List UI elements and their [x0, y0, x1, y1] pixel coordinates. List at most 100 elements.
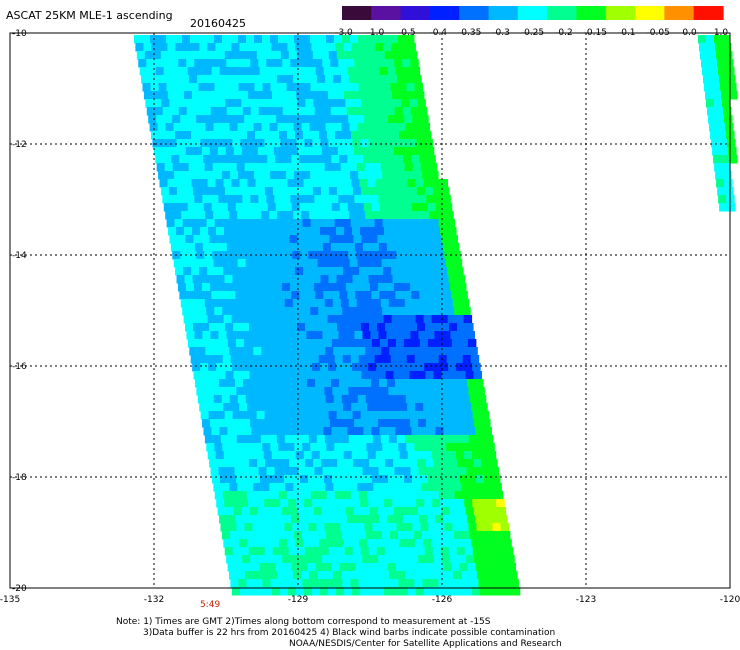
- swath-cell: [210, 419, 219, 428]
- swath-cell: [363, 427, 372, 436]
- swath-cell: [462, 307, 471, 316]
- swath-cell: [372, 435, 382, 444]
- swath-cell: [212, 387, 221, 396]
- swath-cell: [395, 515, 404, 524]
- swath-cell: [283, 155, 292, 164]
- swath-cell: [286, 307, 295, 316]
- swath-cell: [409, 147, 419, 156]
- swath-cell: [359, 179, 369, 188]
- swath-cell: [341, 75, 350, 84]
- swath-cell: [308, 115, 317, 124]
- swath-cell: [464, 363, 473, 372]
- swath-cell: [340, 251, 349, 260]
- swath-cell: [272, 187, 282, 196]
- swath-cell: [316, 523, 325, 532]
- latitude-tick-label: -20: [12, 584, 27, 594]
- swath-cell: [371, 339, 381, 348]
- swath-cell: [254, 83, 264, 92]
- swath-cell: [268, 435, 278, 444]
- swath-cell: [429, 531, 439, 540]
- swath-cell: [458, 467, 468, 476]
- swath-cell: [392, 51, 402, 60]
- swath-cell: [298, 243, 308, 252]
- swath-cell: [296, 499, 305, 508]
- swath-cell: [715, 107, 724, 116]
- swath-cell: [378, 243, 388, 252]
- swath-cell: [226, 59, 235, 68]
- latitude-tick-label: -16: [12, 362, 27, 372]
- swath-cell: [192, 227, 201, 236]
- swath-cell: [243, 475, 253, 484]
- swath-cell: [494, 491, 504, 500]
- swath-cell: [358, 171, 367, 180]
- swath-cell: [213, 259, 223, 268]
- swath-cell: [396, 571, 406, 580]
- swath-cell: [396, 115, 405, 124]
- swath-cell: [430, 171, 439, 180]
- swath-cell: [466, 419, 475, 428]
- swath-cell: [146, 59, 155, 68]
- swath-cell: [232, 227, 241, 236]
- swath-cell: [321, 323, 330, 332]
- swath-cell: [384, 363, 393, 372]
- swath-cell: [351, 43, 360, 52]
- swath-cell: [388, 163, 398, 172]
- swath-cell: [415, 539, 424, 548]
- swath-cell: [375, 403, 384, 412]
- swath-cell: [298, 331, 307, 340]
- swath-cell: [204, 251, 213, 260]
- swath-cell: [390, 171, 399, 180]
- swath-cell: [297, 459, 306, 468]
- swath-cell: [298, 419, 307, 428]
- swath-cell: [239, 403, 248, 412]
- swath-cell: [444, 571, 454, 580]
- swath-cell: [466, 331, 475, 340]
- swath-cell: [727, 139, 736, 148]
- swath-cell: [276, 435, 286, 444]
- swath-cell: [422, 355, 432, 364]
- swath-cell: [291, 475, 301, 484]
- swath-cell: [415, 451, 425, 460]
- swath-cell: [261, 395, 271, 404]
- swath-cell: [412, 435, 422, 444]
- swath-cell: [181, 211, 190, 220]
- swath-cell: [250, 555, 259, 564]
- swath-cell: [395, 475, 405, 484]
- swath-cell: [344, 139, 353, 148]
- swath-cell: [434, 467, 444, 476]
- swath-cell: [185, 99, 194, 108]
- swath-cell: [149, 75, 158, 84]
- swath-cell: [392, 275, 402, 284]
- swath-cell: [211, 427, 220, 436]
- swath-cell: [460, 571, 470, 580]
- swath-cell: [353, 147, 363, 156]
- swath-cell: [264, 275, 274, 284]
- swath-cell: [376, 499, 385, 508]
- swath-cell: [177, 283, 187, 292]
- swath-cell: [441, 507, 451, 516]
- swath-cell: [391, 539, 400, 548]
- swath-cell: [195, 155, 204, 164]
- swath-cell: [388, 115, 397, 124]
- swath-cell: [394, 107, 404, 116]
- swath-cell: [264, 411, 274, 420]
- swath-cell: [460, 435, 470, 444]
- swath-cell: [248, 187, 258, 196]
- swath-cell: [467, 475, 477, 484]
- swath-cell: [200, 363, 209, 372]
- swath-cell: [296, 275, 306, 284]
- swath-cell: [355, 203, 365, 212]
- swath-cell: [388, 523, 397, 532]
- swath-cell: [710, 131, 719, 140]
- swath-cell: [360, 187, 370, 196]
- swath-cell: [341, 211, 350, 220]
- swath-cell: [305, 235, 314, 244]
- swath-cell: [188, 251, 197, 260]
- swath-cell: [465, 371, 475, 380]
- swath-cell: [279, 403, 288, 412]
- swath-cell: [238, 355, 248, 364]
- swath-cell: [219, 339, 229, 348]
- swath-cell: [466, 467, 476, 476]
- swath-cell: [193, 147, 203, 156]
- swath-cell: [258, 379, 268, 388]
